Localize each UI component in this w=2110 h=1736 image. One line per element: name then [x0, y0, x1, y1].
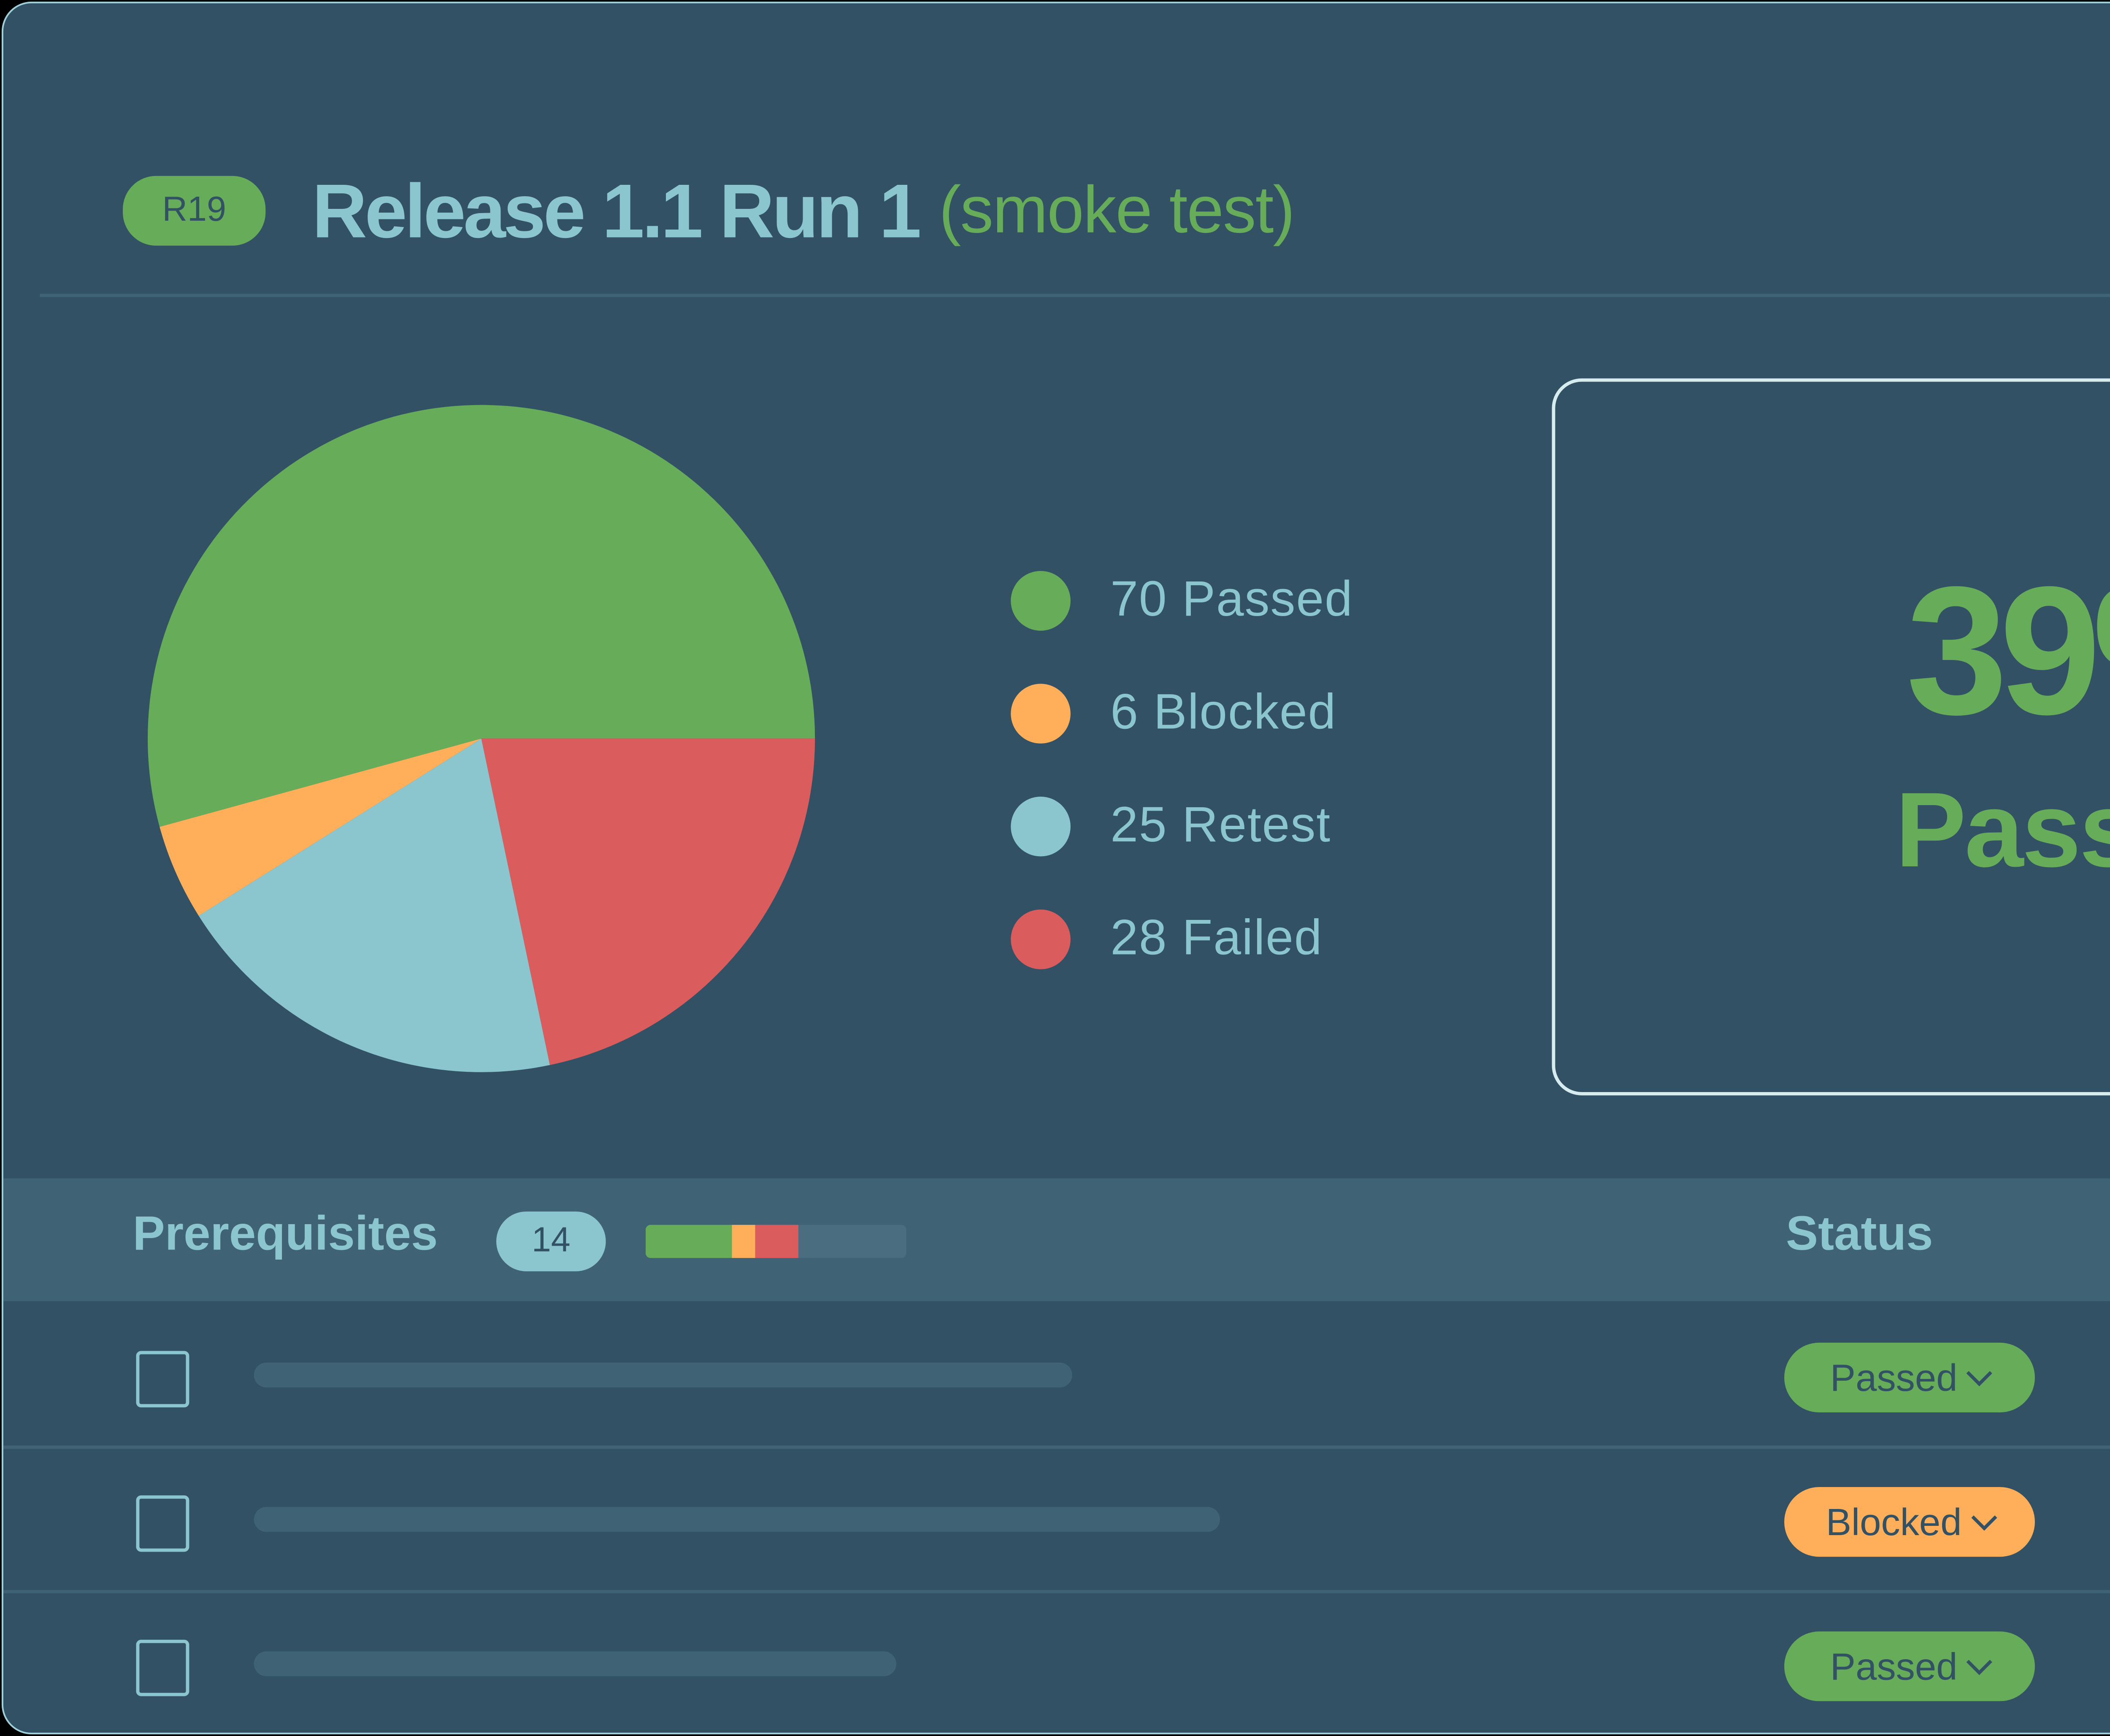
legend-label: 6 Blocked — [1110, 685, 1337, 741]
row-title-placeholder — [254, 1651, 896, 1677]
table-row[interactable]: Passed — [3, 1592, 2110, 1733]
status-dropdown[interactable]: Passed — [1784, 1631, 2035, 1701]
chevron-down-icon — [1967, 1360, 1993, 1386]
legend-label: 70 Passed — [1110, 572, 1353, 627]
status-label: Passed — [1830, 1355, 1958, 1398]
status-label: Blocked — [1826, 1499, 1962, 1543]
progress-segment-failed — [755, 1225, 798, 1258]
row-divider — [3, 1590, 2110, 1593]
page-subtitle: (smoke test) — [939, 173, 1295, 247]
table-row[interactable]: Blocked — [3, 1447, 2110, 1590]
pass-rate-card: 39% Passed — [1552, 378, 2110, 1095]
pie-slice-retest[interactable] — [198, 738, 550, 1072]
legend-dot-icon — [1011, 571, 1071, 631]
page-title: Release 1.1 Run 1 — [312, 168, 921, 254]
pass-rate-label: Passed — [1895, 770, 2110, 890]
row-divider — [3, 1445, 2110, 1449]
status-label: Passed — [1830, 1644, 1958, 1687]
pie-slice-blocked[interactable] — [160, 738, 482, 916]
legend-dot-icon — [1011, 909, 1071, 969]
row-title-placeholder — [254, 1507, 1220, 1532]
progress-segment-blocked — [732, 1225, 755, 1258]
chevron-down-icon — [1967, 1648, 1993, 1674]
status-column-header: Status — [1786, 1208, 1933, 1262]
legend-item-passed: 70 Passed — [1011, 544, 1353, 657]
chevron-down-icon — [1971, 1504, 1997, 1530]
run-id-badge: R19 — [123, 176, 266, 246]
table-header: Prerequisites 14 Status — [3, 1178, 2110, 1301]
status-dropdown[interactable]: Blocked — [1784, 1487, 2035, 1557]
legend-label: 25 Retest — [1110, 798, 1331, 853]
row-title-placeholder — [254, 1363, 1072, 1388]
chart-legend: 70 Passed 6 Blocked 25 Retest 28 Failed — [1011, 544, 1353, 996]
legend-item-blocked: 6 Blocked — [1011, 657, 1353, 770]
count-badge: 14 — [496, 1211, 606, 1271]
legend-dot-icon — [1011, 684, 1071, 744]
legend-item-failed: 28 Failed — [1011, 883, 1353, 995]
row-checkbox[interactable] — [136, 1639, 189, 1696]
pass-rate-percent: 39% — [1906, 549, 2110, 754]
legend-label: 28 Failed — [1110, 911, 1323, 966]
legend-dot-icon — [1011, 796, 1071, 857]
results-pie-chart — [148, 405, 815, 1072]
legend-item-retest: 25 Retest — [1011, 770, 1353, 883]
section-label: Prerequisites — [133, 1208, 438, 1262]
page-header: R19 Release 1.1 Run 1 (smoke test) — [123, 166, 1295, 255]
row-checkbox[interactable] — [136, 1495, 189, 1552]
progress-segment-passed — [645, 1225, 732, 1258]
row-checkbox[interactable] — [136, 1351, 189, 1408]
pie-slice-passed[interactable] — [148, 405, 815, 827]
pie-slice-failed[interactable] — [481, 738, 815, 1065]
table-row[interactable]: Passed — [3, 1303, 2110, 1445]
header-divider — [40, 294, 2110, 297]
section-progress-bar — [645, 1225, 906, 1258]
status-dropdown[interactable]: Passed — [1784, 1342, 2035, 1413]
